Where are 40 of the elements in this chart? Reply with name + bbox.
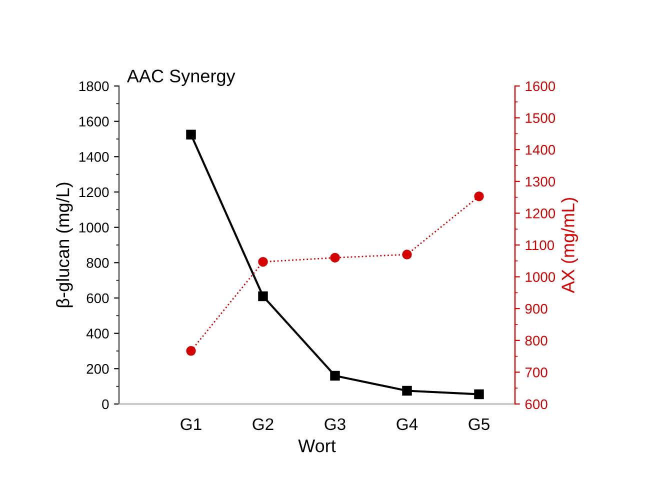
point (258, 256, 268, 267)
y-axis-title: β-glucan (mg/L) (56, 182, 73, 308)
point (474, 389, 484, 400)
y2-tick-label: 900 (525, 304, 548, 314)
y2-tick-label: 1400 (526, 144, 556, 155)
point (330, 252, 340, 263)
y-tick-label: 1800 (79, 81, 109, 92)
y2-tick-label: 600 (525, 399, 548, 410)
point (402, 386, 412, 396)
y2-tick-label: 1000 (526, 272, 556, 282)
point (330, 370, 340, 381)
y-tick-label: 1200 (79, 187, 109, 198)
point (474, 191, 484, 202)
point (402, 250, 412, 260)
x-tick-label: G4 (396, 418, 418, 430)
y2-tick-label: 800 (525, 336, 548, 346)
y2-tick-label: 1100 (526, 240, 554, 250)
y2-tick-label: 1500 (526, 113, 556, 123)
y-tick-label: 600 (86, 293, 109, 304)
point (186, 130, 196, 140)
x-tick-label: G1 (180, 418, 202, 430)
y-tick-label: 1400 (79, 152, 109, 162)
y2-tick-label: 700 (525, 368, 548, 378)
y-tick-label: 400 (86, 328, 109, 339)
y-tick-label: 800 (86, 258, 109, 268)
y-tick-label: 1000 (79, 222, 109, 233)
x-tick-label: G5 (468, 418, 490, 430)
point (258, 291, 268, 302)
x-axis-title: Wort (298, 440, 336, 452)
y-tick-label: 200 (86, 364, 109, 374)
y-tick-label: 0 (102, 399, 109, 410)
x-tick-label: G2 (252, 418, 274, 430)
x-tick-label: G3 (324, 418, 346, 430)
y2-tick-label: 1300 (526, 176, 556, 187)
chart-title: AAC Synergy (126, 70, 236, 86)
y-tick-label: 1600 (79, 116, 109, 127)
point (186, 346, 196, 356)
y2-tick-label: 1200 (526, 208, 556, 218)
y2-tick-label: 1600 (526, 81, 556, 92)
y2-axis-title: AX (mg/mL) (561, 198, 578, 294)
